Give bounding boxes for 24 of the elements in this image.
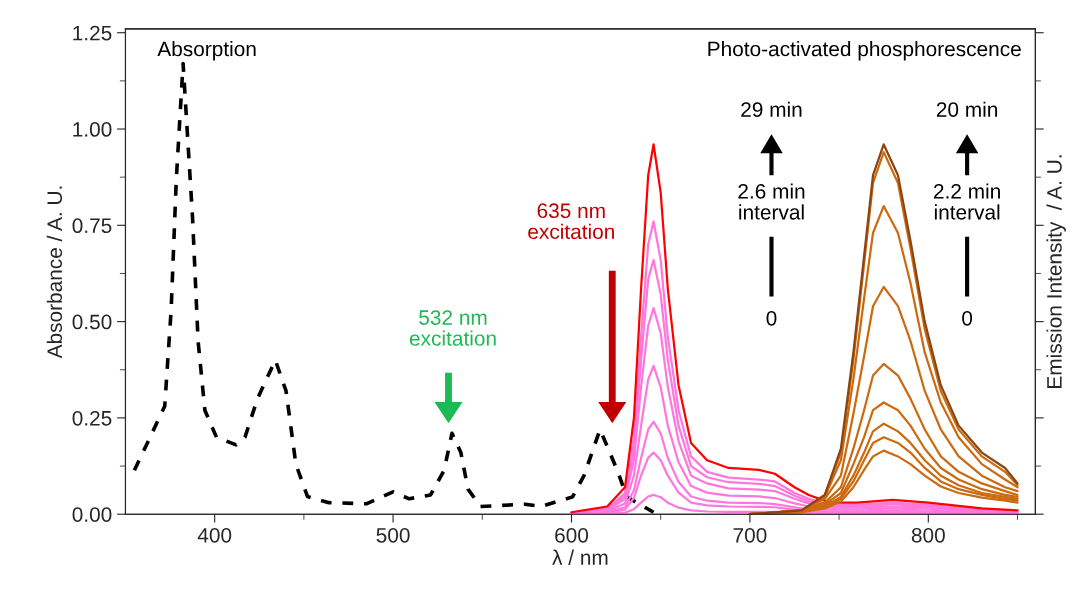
y-tick-label: 0.25	[72, 410, 112, 426]
annotation: Absorption	[157, 40, 256, 61]
annotation: Photo-activated phosphorescence	[708, 40, 1021, 61]
x-tick-label: 800	[911, 527, 945, 543]
y-axis-title: Absorbance / A. U.	[46, 186, 63, 359]
y-tick-label: 0.00	[72, 507, 112, 522]
annotation: 0	[962, 310, 973, 326]
y2-axis-title: Emission Intensity / A. U.	[1046, 155, 1066, 388]
x-tick-label: 700	[733, 527, 767, 543]
x-tick-label: 600	[555, 527, 589, 543]
annotation: 20 min	[936, 101, 998, 117]
x-tick-label: 500	[376, 527, 410, 543]
x-axis-title: λ / nm	[552, 549, 608, 565]
annotation: 2.6 min interval	[738, 183, 805, 220]
y-tick-label: 1.25	[73, 25, 112, 41]
annotation: 532 nm excitation	[409, 310, 496, 346]
y-tick-label: 0.75	[72, 218, 112, 234]
annotation: 635 nm excitation	[528, 203, 614, 240]
annotation: 2.2 min interval	[934, 183, 1000, 220]
annotation: 29 min	[741, 101, 802, 117]
x-tick-label: 400	[197, 527, 232, 543]
y-tick-label: 0.50	[72, 314, 112, 330]
annotation: 0	[766, 310, 777, 326]
y-tick-label: 1.00	[73, 122, 112, 137]
